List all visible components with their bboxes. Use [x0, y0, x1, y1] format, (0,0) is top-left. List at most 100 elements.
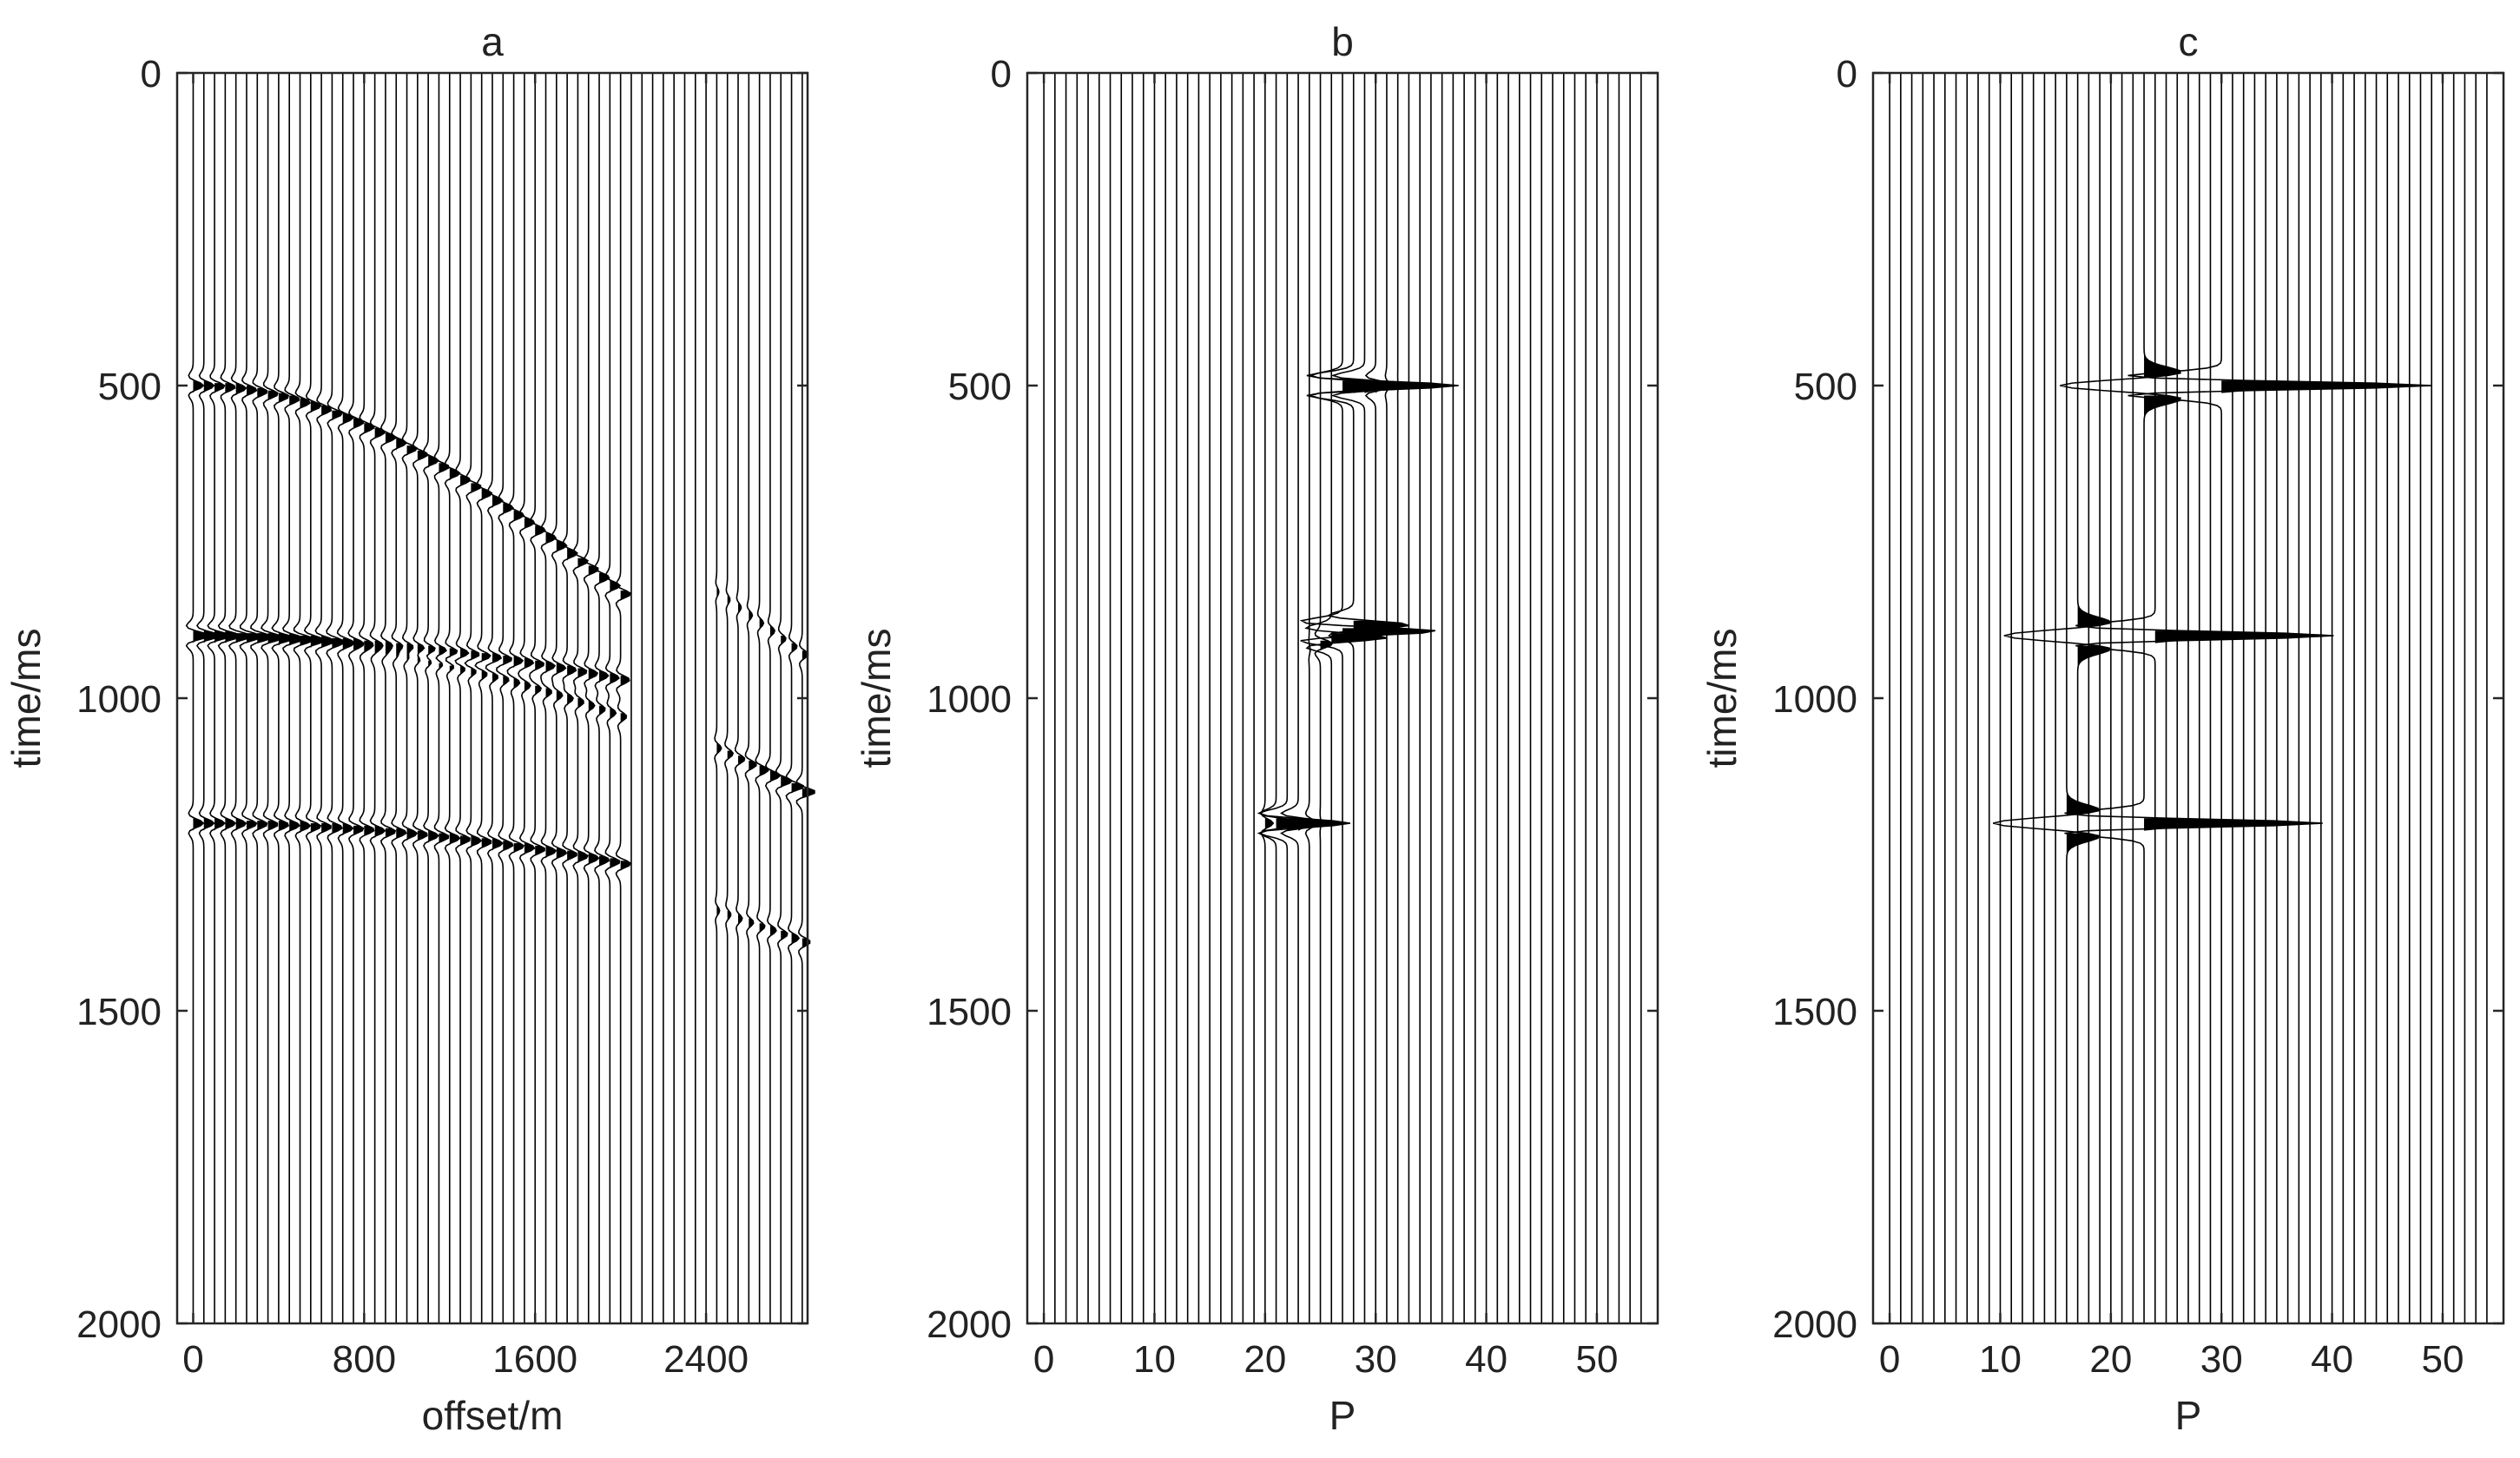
panel-b-x-axis-label: P	[1329, 1393, 1356, 1438]
panel-a-trace	[785, 73, 805, 1323]
panel-b-trace	[1364, 73, 1400, 1323]
panel-a-x-tick-label: 0	[182, 1338, 203, 1381]
panel-b-trace-fill	[1264, 818, 1274, 831]
panel-b-y-axis-label: time/ms	[854, 629, 899, 769]
panel-a-trace	[775, 73, 794, 1323]
panel-a-trace	[723, 73, 735, 1323]
panel-c-y-tick-label: 1500	[1772, 991, 1857, 1033]
panel-c-y-axis-label: time/ms	[1699, 629, 1745, 769]
panel-a-trace	[433, 73, 450, 1323]
panel-a-trace	[496, 73, 515, 1323]
panel-c-trace	[2003, 73, 2111, 1323]
panel-b: 0 500 1000 1500 2000 0 10 20 30 40 50 b P time/ms	[854, 19, 1659, 1438]
panel-c: 0 500 1000 1500 2000 0 10 20 30 40 50 c P time/ms	[1699, 19, 2505, 1438]
panel-b-trace	[1314, 73, 1334, 1323]
panel-b-trace	[1257, 73, 1315, 1323]
panel-b-trace	[1306, 73, 1459, 1323]
panel-a-trace	[207, 73, 232, 1323]
panel-a-trace	[379, 73, 397, 1323]
panel-a-y-tick-label: 2000	[76, 1303, 162, 1346]
panel-a-x-tick-label: 2400	[663, 1338, 749, 1381]
panel-a-trace	[540, 73, 557, 1323]
panel-c-y-ticks: 0 500 1000 1500 2000	[1772, 53, 2504, 1346]
panel-a-trace-fill	[503, 503, 513, 851]
panel-c-title: c	[2179, 19, 2199, 64]
panel-a-trace	[562, 73, 578, 1323]
panel-a-trace	[744, 73, 757, 1323]
panel-a-trace	[734, 73, 746, 1323]
panel-a-trace	[412, 73, 428, 1323]
panel-c-trace	[2060, 73, 2323, 1323]
panel-a-trace	[358, 73, 375, 1323]
panel-a-trace	[326, 73, 345, 1323]
panel-b-y-tick-label: 1500	[927, 991, 1012, 1033]
panel-a-trace	[615, 73, 632, 1323]
panel-c-trace	[2127, 73, 2432, 1323]
panel-a-y-ticks: 0 500 1000 1500 2000	[76, 53, 808, 1346]
panel-b-trace	[1384, 73, 1391, 1323]
panel-a-trace	[336, 73, 355, 1323]
panel-b-title: b	[1331, 19, 1354, 64]
panel-a-x-tick-label: 800	[333, 1338, 396, 1381]
panel-a-trace-fill	[428, 455, 439, 844]
panel-a-trace	[303, 73, 326, 1323]
panel-a-trace	[369, 73, 386, 1323]
panel-c-x-ticks: 0 10 20 30 40 50	[1879, 73, 2464, 1381]
panel-a-x-ticks: 0 800 1600 2400	[182, 73, 749, 1381]
panel-c-x-tick-label: 20	[2089, 1338, 2132, 1381]
panel-b-trace	[1304, 73, 1388, 1323]
panel-a-y-tick-label: 1500	[76, 991, 162, 1033]
panel-b-trace	[1257, 73, 1351, 1323]
panel-a-y-axis-label: time/ms	[3, 629, 49, 769]
panel-c-y-tick-label: 2000	[1772, 1303, 1857, 1346]
panel-c-x-tick-label: 10	[1979, 1338, 2022, 1381]
panel-a-x-axis-label: offset/m	[422, 1393, 564, 1438]
panel-a-trace-fill	[513, 511, 524, 854]
panel-a-trace-fill	[439, 463, 449, 844]
panel-a-trace-fill	[406, 445, 418, 841]
panel-c-y-tick-label: 1000	[1772, 678, 1857, 721]
panel-a-traces	[185, 73, 815, 1323]
panel-a-trace-fill	[417, 450, 427, 841]
panel-c-x-tick-label: 30	[2200, 1338, 2243, 1381]
panel-b-y-ticks: 0 500 1000 1500 2000	[927, 53, 1658, 1346]
panel-c-y-tick-label: 0	[1837, 53, 1857, 96]
panel-c-trace-fill	[2221, 380, 2432, 393]
panel-a-trace	[423, 73, 440, 1323]
panel-b-trace	[1330, 73, 1436, 1323]
panel-a-title: a	[481, 19, 504, 64]
panel-b-trace-fill	[1386, 380, 1390, 393]
panel-b-trace-fill	[1375, 380, 1398, 393]
panel-a-trace	[228, 73, 253, 1323]
panel-a-trace	[474, 73, 493, 1323]
panel-b-y-tick-label: 1000	[927, 678, 1012, 721]
panel-a-y-tick-label: 500	[98, 366, 162, 408]
panel-b-x-tick-label: 20	[1244, 1338, 1286, 1381]
panel-c-x-tick-label: 0	[1879, 1338, 1900, 1381]
panel-a-trace	[260, 73, 284, 1323]
panel-a-trace	[518, 73, 536, 1323]
panel-a-trace	[529, 73, 546, 1323]
panel-a-trace	[583, 73, 600, 1323]
panel-a-x-tick-label: 1600	[492, 1338, 577, 1381]
panel-a-trace	[506, 73, 525, 1323]
panel-a-trace	[714, 73, 722, 1323]
panel-a-trace	[593, 73, 610, 1323]
panel-a-trace	[195, 73, 221, 1323]
panel-a-trace	[271, 73, 295, 1323]
panel-a-trace-fill	[535, 525, 545, 856]
panel-a-trace	[444, 73, 461, 1323]
panel-c-x-axis-label: P	[2175, 1393, 2202, 1438]
panel-a-trace-fill	[749, 610, 756, 928]
panel-a-y-tick-label: 0	[141, 53, 162, 96]
panel-a-trace	[347, 73, 365, 1323]
panel-b-x-tick-label: 50	[1575, 1338, 1618, 1381]
panel-a-trace	[185, 73, 210, 1323]
panel-b-x-ticks: 0 10 20 30 40 50	[1033, 73, 1618, 1381]
panel-b-x-tick-label: 40	[1465, 1338, 1507, 1381]
panel-a-trace	[454, 73, 472, 1323]
panel-c-trace-fill	[2066, 790, 2099, 859]
panel-a-trace	[314, 73, 336, 1323]
panel-b-trace	[1299, 73, 1436, 1323]
panel-c-trace-fill	[2077, 603, 2110, 671]
